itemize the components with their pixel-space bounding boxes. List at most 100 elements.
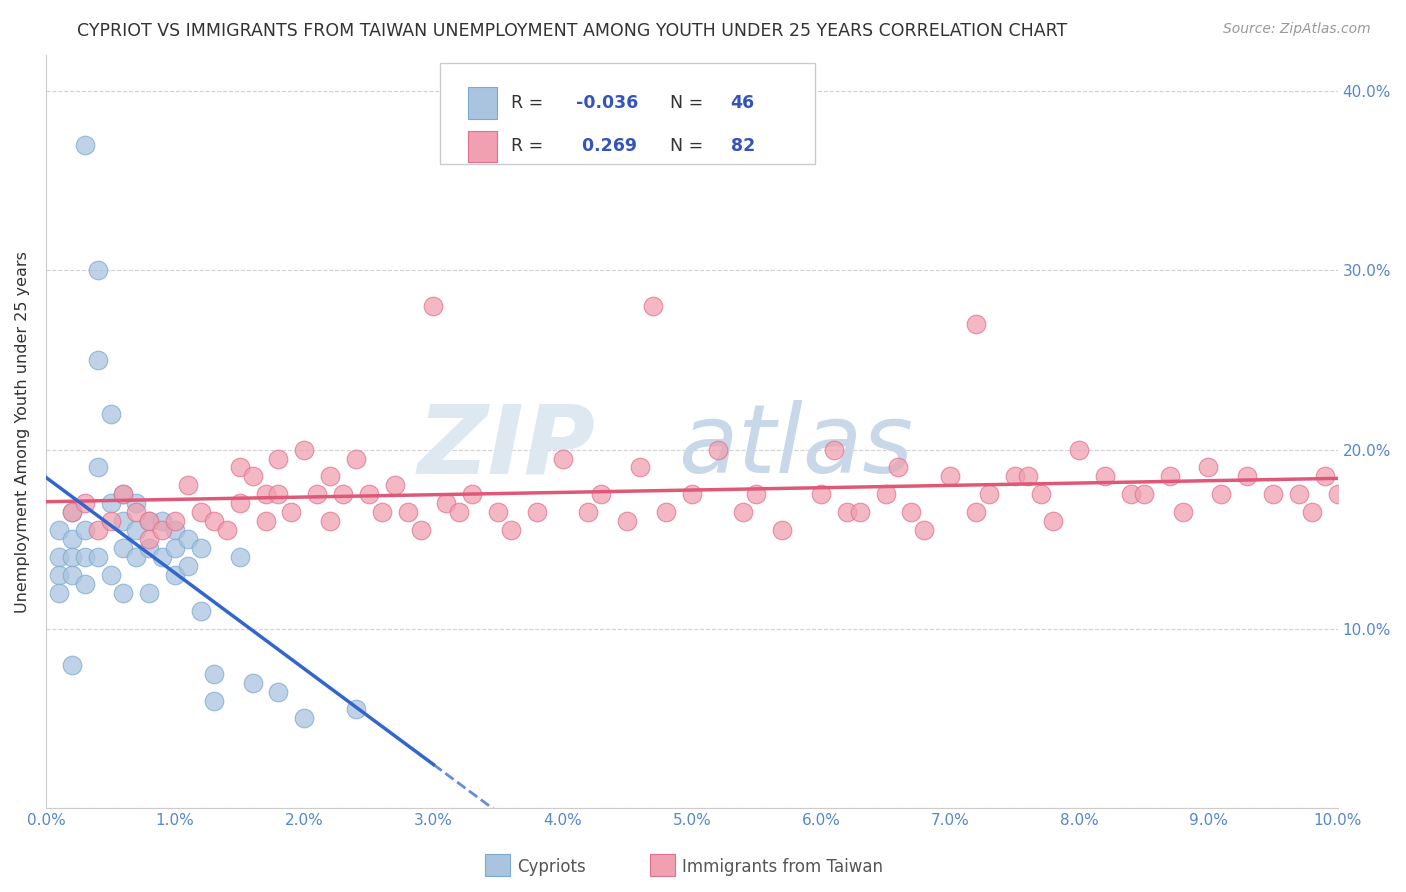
Point [965, 317, 987, 331]
Point [138, 532, 160, 546]
Point [177, 559, 200, 574]
Point [319, 514, 342, 528]
Point [1029, 487, 1052, 501]
Point [242, 675, 264, 690]
Text: Cypriots: Cypriots [517, 858, 586, 876]
Point [254, 487, 277, 501]
Point [835, 505, 858, 519]
Point [228, 496, 250, 510]
Point [344, 702, 367, 716]
Point [125, 496, 148, 510]
Point [1133, 487, 1156, 501]
FancyBboxPatch shape [440, 62, 814, 164]
Point [267, 487, 290, 501]
Point [591, 487, 613, 501]
Point [228, 550, 250, 565]
Point [60, 505, 83, 519]
Point [190, 505, 212, 519]
Point [396, 505, 419, 519]
Point [165, 568, 187, 582]
Point [100, 407, 122, 421]
Point [706, 442, 728, 457]
Point [100, 514, 122, 528]
Point [48, 550, 70, 565]
Point [616, 514, 638, 528]
Point [48, 568, 70, 582]
Point [319, 469, 342, 483]
Point [215, 523, 238, 537]
Text: ZIP: ZIP [418, 401, 595, 493]
Point [977, 487, 1000, 501]
Point [912, 523, 935, 537]
Point [73, 137, 96, 152]
Point [86, 523, 108, 537]
Bar [468, 130, 496, 162]
Point [165, 541, 187, 556]
Point [86, 550, 108, 565]
Point [1211, 487, 1233, 501]
Point [177, 532, 200, 546]
Text: Source: ZipAtlas.com: Source: ZipAtlas.com [1223, 22, 1371, 37]
Text: R =: R = [510, 94, 548, 112]
Point [112, 586, 135, 600]
Point [384, 478, 406, 492]
Point [1042, 514, 1064, 528]
Point [280, 505, 302, 519]
Y-axis label: Unemployment Among Youth under 25 years: Unemployment Among Youth under 25 years [15, 251, 30, 613]
Point [641, 299, 664, 313]
Text: N =: N = [669, 137, 709, 155]
Point [939, 469, 962, 483]
Point [499, 523, 522, 537]
Point [60, 550, 83, 565]
Point [60, 568, 83, 582]
Point [1069, 442, 1091, 457]
Point [150, 550, 173, 565]
Point [254, 514, 277, 528]
Point [112, 541, 135, 556]
Point [177, 478, 200, 492]
Point [1159, 469, 1181, 483]
Point [371, 505, 394, 519]
Point [190, 604, 212, 618]
Point [1198, 460, 1220, 475]
Point [434, 496, 457, 510]
Point [125, 550, 148, 565]
Bar [468, 87, 496, 119]
Point [332, 487, 354, 501]
Point [1313, 469, 1336, 483]
Point [202, 666, 225, 681]
Point [138, 514, 160, 528]
Point [681, 487, 703, 501]
Point [1119, 487, 1142, 501]
Text: CYPRIOT VS IMMIGRANTS FROM TAIWAN UNEMPLOYMENT AMONG YOUTH UNDER 25 YEARS CORREL: CYPRIOT VS IMMIGRANTS FROM TAIWAN UNEMPL… [77, 22, 1067, 40]
Point [138, 514, 160, 528]
Point [112, 514, 135, 528]
Point [1017, 469, 1039, 483]
Point [1094, 469, 1116, 483]
Text: atlas: atlas [678, 401, 912, 493]
Point [150, 523, 173, 537]
Text: 46: 46 [731, 94, 755, 112]
Point [73, 577, 96, 591]
Point [307, 487, 329, 501]
Text: R =: R = [510, 137, 548, 155]
Point [551, 451, 574, 466]
Point [628, 460, 651, 475]
Text: N =: N = [669, 94, 709, 112]
Point [875, 487, 897, 501]
Point [357, 487, 380, 501]
Point [965, 505, 987, 519]
Point [409, 523, 432, 537]
Point [344, 451, 367, 466]
Point [449, 505, 471, 519]
Point [1261, 487, 1284, 501]
Point [578, 505, 600, 519]
Point [138, 586, 160, 600]
Point [150, 514, 173, 528]
Point [292, 442, 315, 457]
Point [228, 460, 250, 475]
Text: 0.269: 0.269 [575, 137, 637, 155]
Point [60, 505, 83, 519]
Point [823, 442, 845, 457]
Text: Immigrants from Taiwan: Immigrants from Taiwan [682, 858, 883, 876]
